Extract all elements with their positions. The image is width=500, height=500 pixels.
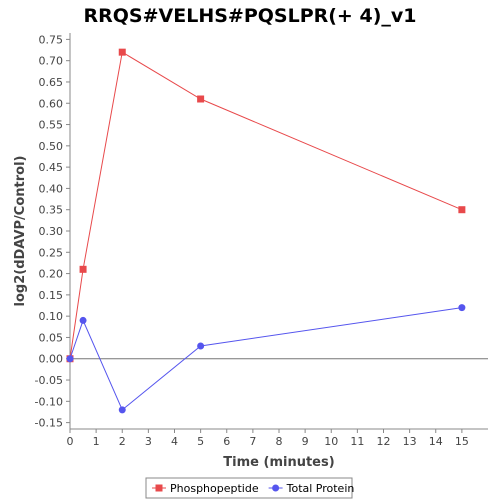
legend-marker <box>272 484 280 492</box>
y-tick-label: 0.05 <box>39 331 64 344</box>
x-tick-label: 10 <box>324 435 338 448</box>
data-point <box>197 342 205 350</box>
y-axis: -0.15 -0.10 -0.05 0.00 0.05 0.10 0.15 0.20 0.25 0… <box>35 33 71 430</box>
x-tick-label: 11 <box>350 435 364 448</box>
y-tick-label: 0.55 <box>39 119 64 132</box>
legend-marker <box>155 484 163 492</box>
series-layer <box>66 48 466 414</box>
y-tick-label: 0.30 <box>39 225 64 238</box>
data-point <box>458 206 466 214</box>
x-tick-label: 4 <box>171 435 178 448</box>
x-tick-label: 5 <box>197 435 204 448</box>
y-tick-label: 0.75 <box>39 33 64 46</box>
x-tick-label: 15 <box>455 435 469 448</box>
y-tick-label: 0.35 <box>39 204 64 217</box>
y-tick-label: 0.70 <box>39 55 64 68</box>
legend: Phosphopeptide Total Protein <box>145 477 355 499</box>
x-axis: 0 1 2 3 4 5 6 7 8 9 10 11 12 13 14 15 <box>67 428 488 448</box>
x-tick-label: 6 <box>223 435 230 448</box>
x-tick-label: 8 <box>276 435 283 448</box>
data-point <box>79 316 87 324</box>
y-tick-label: -0.10 <box>35 395 63 408</box>
legend-item: Phosphopeptide <box>152 482 259 495</box>
x-tick-label: 3 <box>145 435 152 448</box>
x-tick-label: 2 <box>119 435 126 448</box>
y-tick-label: 0.45 <box>39 161 64 174</box>
y-tick-label: 0.15 <box>39 289 64 302</box>
x-axis-label: Time (minutes) <box>223 455 334 470</box>
x-tick-label: 1 <box>93 435 100 448</box>
y-tick-label: -0.15 <box>35 417 63 430</box>
plot-area <box>70 33 488 429</box>
series-total-protein <box>66 304 466 414</box>
data-point <box>197 95 205 103</box>
data-point <box>79 265 87 273</box>
y-axis-label: log2(dDAVP/Control) <box>13 156 28 307</box>
y-tick-label: -0.05 <box>35 374 63 387</box>
data-point <box>458 304 466 312</box>
y-tick-label: 0.00 <box>39 353 64 366</box>
y-tick-label: 0.40 <box>39 182 64 195</box>
y-tick-label: 0.10 <box>39 310 64 323</box>
y-tick-label: 0.50 <box>39 140 64 153</box>
y-tick-label: 0.60 <box>39 97 64 110</box>
y-tick-label: 0.25 <box>39 246 64 259</box>
data-point <box>66 355 74 363</box>
legend-box <box>145 477 353 499</box>
x-tick-label: 0 <box>67 435 74 448</box>
x-tick-label: 13 <box>403 435 417 448</box>
legend-label: Total Protein <box>286 482 355 495</box>
chart-title: RRQS#VELHS#PQSLPR(+ 4)_v1 <box>84 5 417 27</box>
y-tick-label: 0.20 <box>39 268 64 281</box>
data-point <box>118 48 126 56</box>
y-tick-label: 0.65 <box>39 76 64 89</box>
x-tick-label: 7 <box>249 435 256 448</box>
data-point <box>118 406 126 414</box>
legend-label: Phosphopeptide <box>170 482 259 495</box>
x-tick-label: 9 <box>302 435 309 448</box>
legend-item: Total Protein <box>268 482 355 495</box>
x-tick-label: 14 <box>429 435 443 448</box>
x-tick-label: 12 <box>377 435 391 448</box>
